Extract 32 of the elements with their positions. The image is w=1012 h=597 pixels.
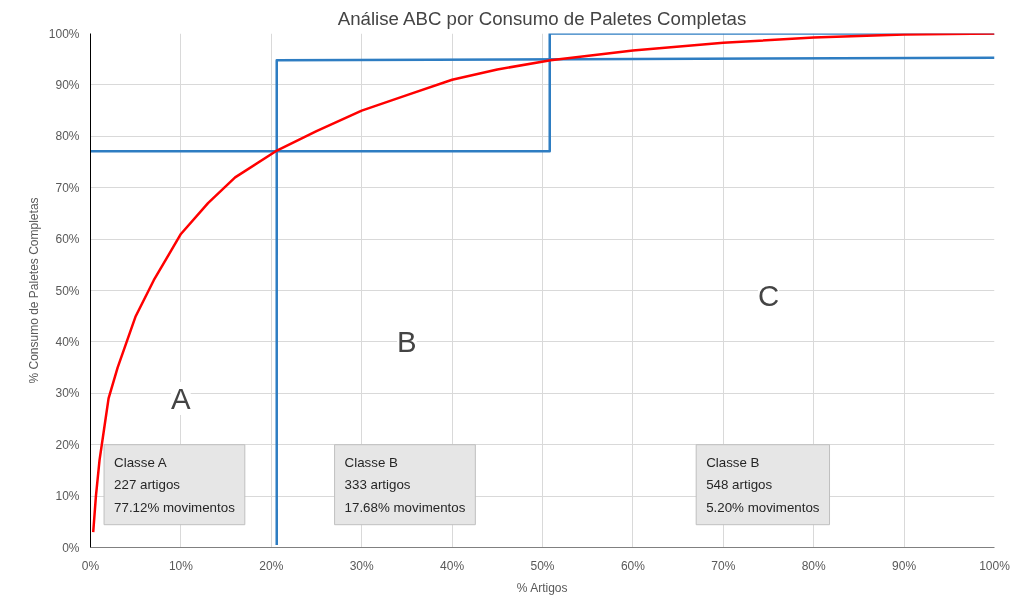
annotation: B	[397, 325, 417, 359]
y-tick-label: 90%	[55, 77, 80, 92]
x-tick-label: 90%	[892, 558, 917, 573]
y-tick-label: 20%	[55, 437, 80, 452]
x-tick-label: 70%	[711, 558, 736, 573]
chart-title: Análise ABC por Consumo de Paletes Completas	[337, 7, 747, 29]
x-tick-label: 40%	[440, 558, 465, 573]
x-tick-label: 80%	[801, 558, 827, 573]
x-tick-label: 50%	[530, 558, 555, 573]
x-axis-title: % Artigos	[516, 580, 568, 595]
annotation: C	[757, 279, 780, 313]
y-tick-label: 0%	[62, 540, 80, 555]
y-tick-label: 60%	[55, 232, 80, 247]
x-tick-label: 30%	[349, 558, 375, 573]
y-tick-label: 100%	[48, 26, 80, 41]
y-tick-label: 70%	[55, 180, 80, 195]
y-tick-label: 40%	[55, 334, 80, 349]
y-axis-title: % Consumo de Paletes Completas	[26, 197, 41, 384]
x-tick-label: 100%	[979, 558, 1011, 573]
y-tick-label: 10%	[55, 489, 80, 504]
annotation: A	[171, 381, 192, 415]
y-tick-label: 50%	[55, 283, 80, 298]
y-tick-label: 80%	[55, 129, 80, 144]
annotation: Classe A 227 artigos 77.12% movimentos	[114, 454, 236, 515]
x-tick-label: 20%	[259, 558, 284, 573]
y-tick-label: 30%	[55, 386, 80, 401]
x-tick-label: 0%	[81, 558, 100, 573]
annotation: Classe B 548 artigos 5.20% movimentos	[706, 454, 820, 515]
x-tick-label: 60%	[620, 558, 646, 573]
line-series	[91, 33, 995, 534]
x-tick-label: 10%	[168, 558, 194, 573]
annotation: Classe B 333 artigos 17.68% movimentos	[344, 454, 466, 515]
